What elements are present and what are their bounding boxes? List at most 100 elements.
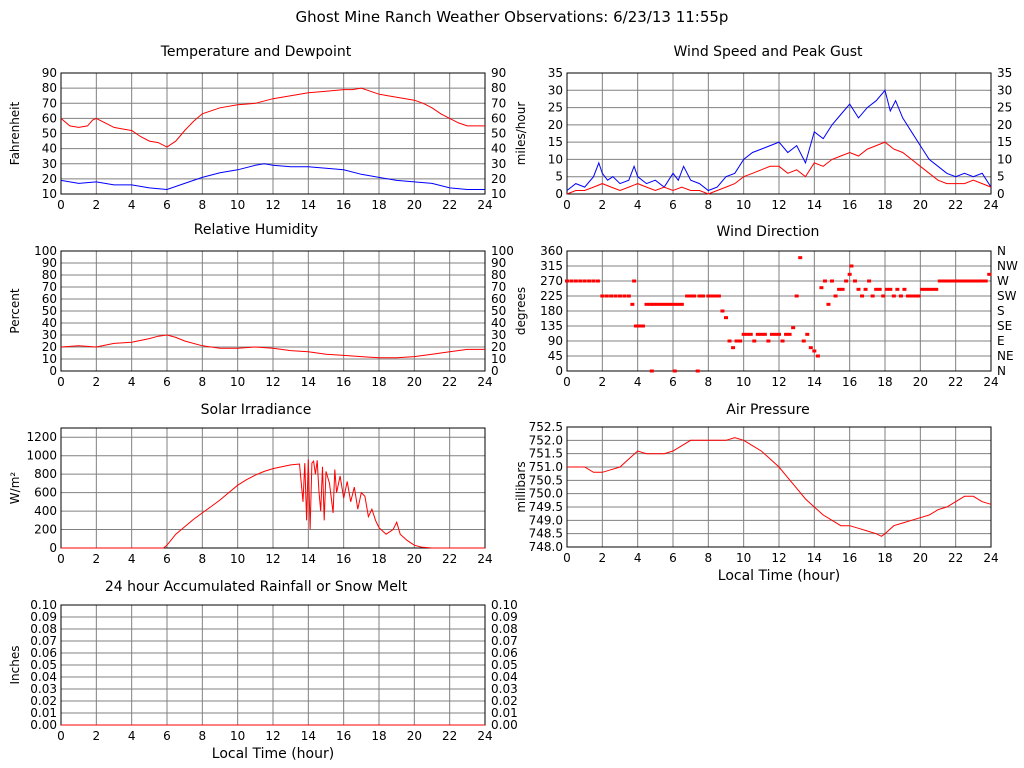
series-line: [567, 437, 992, 537]
x-tick-label: 0: [563, 551, 571, 565]
x-tick-label: 16: [336, 729, 351, 743]
chart-title: Wind Speed and Peak Gust: [673, 44, 863, 60]
data-point: [870, 294, 875, 298]
chart-title: Temperature and Dewpoint: [160, 44, 352, 60]
y-tick-label-right: 30: [491, 157, 506, 171]
y-tick-label-right: 0.08: [491, 622, 518, 636]
y-tick-label-right: 0.01: [491, 706, 518, 720]
data-point: [941, 279, 946, 283]
data-point: [637, 324, 642, 328]
x-tick-label: 24: [477, 375, 492, 389]
x-tick-label: 0: [563, 198, 571, 212]
x-tick-label: 14: [807, 375, 822, 389]
y-tick-label: 80: [42, 81, 57, 95]
plot-frame: [60, 250, 486, 372]
y-tick-label-right: 0.06: [491, 646, 518, 660]
chart-title: Air Pressure: [726, 402, 810, 418]
y-tick-label: 270: [540, 274, 563, 288]
page-title: Ghost Mine Ranch Weather Observations: 6…: [295, 8, 729, 26]
data-point: [844, 279, 849, 283]
x-tick-label: 16: [842, 198, 857, 212]
data-point: [927, 287, 932, 291]
y-tick-label: 50: [42, 304, 57, 318]
x-tick-label: 10: [230, 375, 245, 389]
x-axis-label: Local Time (hour): [212, 746, 334, 762]
data-point: [587, 279, 592, 283]
x-tick-label: 10: [230, 729, 245, 743]
data-point: [860, 294, 865, 298]
data-point: [808, 346, 813, 350]
data-point: [632, 279, 637, 283]
y-tick-label: 225: [540, 289, 563, 303]
data-point: [716, 294, 721, 298]
x-tick-label: 4: [128, 552, 136, 566]
data-point: [934, 287, 939, 291]
x-tick-label: 14: [301, 729, 316, 743]
y-tick-label-right: 70: [491, 280, 506, 294]
y-tick-label: 90: [548, 334, 563, 348]
y-tick-label: 30: [548, 83, 563, 97]
y-tick-label: 0: [555, 187, 563, 201]
y-tick-label: 100: [34, 244, 57, 258]
data-point: [651, 302, 656, 306]
data-point: [902, 287, 907, 291]
data-point: [609, 294, 614, 298]
data-point: [815, 354, 820, 358]
y-tick-label: 35: [548, 66, 563, 80]
y-tick-label: 315: [540, 259, 563, 273]
data-point: [987, 272, 992, 276]
x-tick-label: 22: [442, 729, 457, 743]
data-point: [856, 287, 861, 291]
series-line: [566, 89, 992, 192]
y-tick-label-right: 20: [491, 172, 506, 186]
data-point: [801, 339, 806, 343]
data-point: [837, 287, 842, 291]
data-point: [822, 279, 827, 283]
x-tick-label: 14: [807, 198, 822, 212]
x-tick-label: 18: [371, 375, 386, 389]
x-tick-label: 16: [842, 375, 857, 389]
y-tick-label: 40: [42, 142, 57, 156]
compass-label: NW: [997, 259, 1018, 273]
y-tick-label: 5: [555, 170, 563, 184]
data-point: [578, 279, 583, 283]
x-tick-label: 6: [669, 198, 677, 212]
data-point: [692, 294, 697, 298]
x-tick-label: 8: [199, 552, 207, 566]
y-tick-label-right: 0: [997, 187, 1005, 201]
y-tick-label-right: 20: [491, 340, 506, 354]
x-tick-label: 16: [336, 552, 351, 566]
y-tick-label: 60: [42, 111, 57, 125]
data-point: [812, 349, 817, 353]
data-point: [916, 294, 921, 298]
x-tick-label: 18: [877, 198, 892, 212]
data-point: [877, 287, 882, 291]
air-pressure-chart: Air Pressure 0 2 4 6 8 10 12 14 16 18 20 22 24 748.0 7…: [512, 398, 1024, 588]
y-tick-label: 45: [548, 349, 563, 363]
x-tick-label: 20: [407, 375, 422, 389]
y-tick-label: 200: [34, 523, 57, 537]
y-tick-label: 0: [555, 364, 563, 378]
y-tick-label-right: 30: [491, 328, 506, 342]
y-tick-label-right: 0.00: [491, 718, 518, 732]
x-tick-label: 22: [948, 198, 963, 212]
data-point: [649, 369, 654, 373]
y-tick-label-right: 25: [997, 101, 1012, 115]
y-tick-label: 0.03: [30, 682, 57, 696]
y-tick-label-right: 10: [491, 352, 506, 366]
y-tick-label: 0: [49, 541, 57, 555]
y-tick-label: 752.0: [529, 433, 563, 447]
x-tick-label: 0: [57, 552, 65, 566]
y-tick-label-right: 30: [997, 83, 1012, 97]
compass-label: NE: [997, 349, 1014, 363]
data-point: [665, 302, 670, 306]
y-tick-label-right: 0.02: [491, 694, 518, 708]
y-tick-label: 750.0: [529, 487, 563, 501]
data-point: [582, 279, 587, 283]
x-tick-label: 0: [57, 729, 65, 743]
air-pressure-svg: 0 2 4 6 8 10 12 14 16 18 20 22 24748.0748.5749.0749.…: [514, 420, 999, 584]
